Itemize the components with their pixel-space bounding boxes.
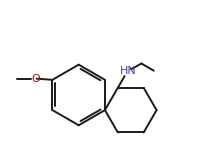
Text: HN: HN — [119, 66, 136, 76]
Text: O: O — [31, 74, 40, 84]
